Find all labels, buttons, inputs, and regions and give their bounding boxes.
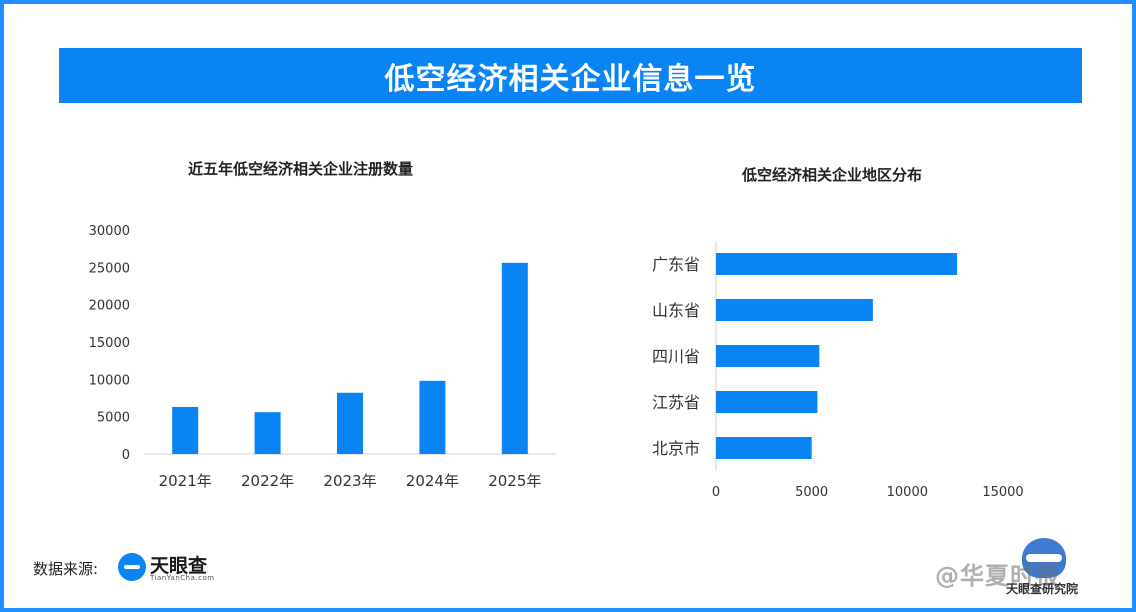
bar-4 xyxy=(419,380,446,454)
bar-2 xyxy=(254,412,281,454)
chart-title-regional: 低空经济相关企业地区分布 xyxy=(742,166,923,184)
chart-title-yearly: 近五年低空经济相关企业注册数量 xyxy=(188,160,414,178)
y-tick-label: 30000 xyxy=(89,224,130,239)
watermark-subtext: 天眼查研究院 xyxy=(1006,582,1079,596)
x-tick-label: 2024年 xyxy=(406,472,459,490)
bar-5 xyxy=(716,437,812,459)
x-tick-label: 0 xyxy=(712,485,720,500)
bar-3 xyxy=(337,392,363,454)
tianyancha-logo: 天眼查 TianYanCha.com xyxy=(118,551,228,585)
bar-5 xyxy=(501,262,528,454)
y-tick-label: 北京市 xyxy=(652,439,700,458)
watermark-text: @华夏时报 xyxy=(935,562,1060,590)
y-tick-label: 0 xyxy=(122,448,130,463)
y-tick-label: 江苏省 xyxy=(652,393,700,412)
bar-2 xyxy=(716,299,873,321)
y-tick-label: 5000 xyxy=(97,411,130,426)
y-tick-label: 四川省 xyxy=(652,347,700,366)
y-tick-label: 25000 xyxy=(89,261,130,276)
y-tick-label: 10000 xyxy=(89,373,130,388)
x-tick-label: 2023年 xyxy=(323,472,376,490)
tianyancha-logo-icon xyxy=(118,553,146,581)
page-title: 低空经济相关企业信息一览 xyxy=(59,48,1082,103)
x-tick-label: 2025年 xyxy=(488,472,541,490)
x-tick-label: 2021年 xyxy=(159,472,212,490)
bar-3 xyxy=(716,345,820,367)
bar-1 xyxy=(172,406,199,454)
x-tick-label: 2022年 xyxy=(241,472,294,490)
x-tick-label: 5000 xyxy=(795,485,828,500)
watermark-logo-icon xyxy=(1022,538,1066,578)
tianyancha-logo-name: 天眼查 xyxy=(150,555,208,577)
tianyancha-logo-domain: TianYanCha.com xyxy=(150,574,215,582)
bar-4 xyxy=(716,391,818,413)
x-tick-label: 10000 xyxy=(887,485,928,500)
y-tick-label: 山东省 xyxy=(652,301,700,320)
y-tick-label: 20000 xyxy=(89,299,130,314)
data-source-label: 数据来源: xyxy=(33,560,99,578)
bar-1 xyxy=(716,253,958,275)
y-tick-label: 15000 xyxy=(89,336,130,351)
x-tick-label: 15000 xyxy=(982,485,1023,500)
y-tick-label: 广东省 xyxy=(652,255,700,274)
